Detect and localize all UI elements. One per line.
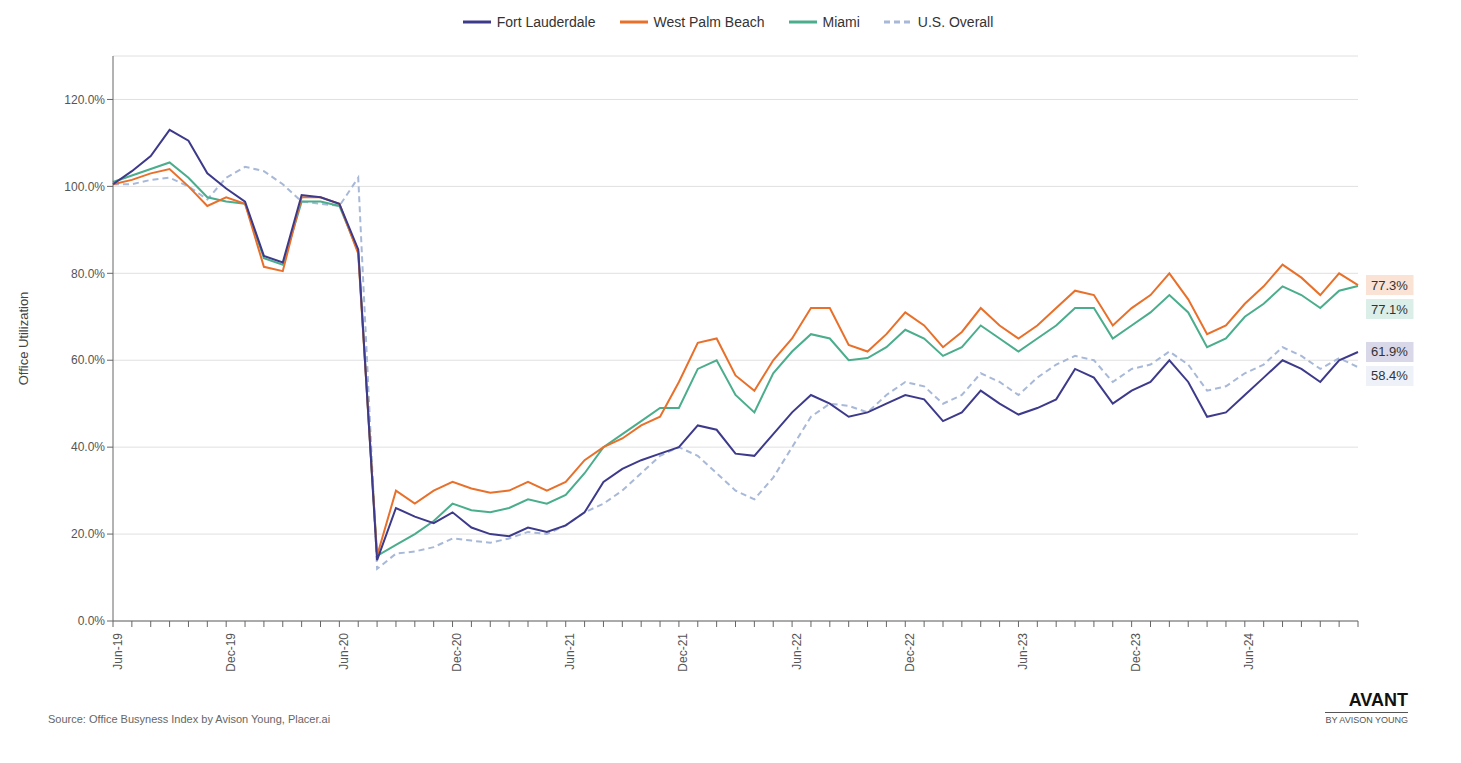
svg-text:20.0%: 20.0% (71, 527, 105, 541)
svg-text:Jun-22: Jun-22 (790, 633, 804, 670)
svg-text:Jun-24: Jun-24 (1242, 633, 1256, 670)
svg-text:Dec-22: Dec-22 (903, 633, 917, 672)
svg-text:Jun-23: Jun-23 (1016, 633, 1030, 670)
html-text:BY AVISON YOUNG: BY AVISON YOUNG (1325, 715, 1408, 725)
html-text:AVANT: AVANT (1348, 690, 1408, 710)
svg-text:58.4%: 58.4% (1371, 368, 1408, 383)
html-text:West Palm Beach: West Palm Beach (653, 14, 765, 30)
svg-text:77.3%: 77.3% (1371, 278, 1408, 293)
svg-text:40.0%: 40.0% (71, 440, 105, 454)
html-text:Source: Office Busyness Index: Source: Office Busyness Index by Avison … (48, 713, 331, 725)
svg-text:Dec-21: Dec-21 (676, 633, 690, 672)
svg-text:Jun-20: Jun-20 (337, 633, 351, 670)
svg-text:61.9%: 61.9% (1371, 344, 1408, 359)
html-text:Miami: Miami (822, 14, 860, 30)
svg-text:Dec-19: Dec-19 (224, 633, 238, 672)
svg-text:60.0%: 60.0% (71, 353, 105, 367)
svg-text:0.0%: 0.0% (78, 614, 106, 628)
svg-text:Jun-21: Jun-21 (563, 633, 577, 670)
svg-text:Office Utilization: Office Utilization (16, 292, 31, 386)
html-text:U.S. Overall: U.S. Overall (917, 14, 994, 30)
svg-text:77.1%: 77.1% (1371, 302, 1408, 317)
svg-text:Dec-23: Dec-23 (1129, 633, 1143, 672)
html-text:Fort Lauderdale: Fort Lauderdale (496, 14, 596, 30)
svg-text:120.0%: 120.0% (64, 93, 105, 107)
svg-text:100.0%: 100.0% (64, 180, 105, 194)
svg-text:80.0%: 80.0% (71, 267, 105, 281)
svg-text:Dec-20: Dec-20 (450, 633, 464, 672)
svg-text:Jun-19: Jun-19 (111, 633, 125, 670)
